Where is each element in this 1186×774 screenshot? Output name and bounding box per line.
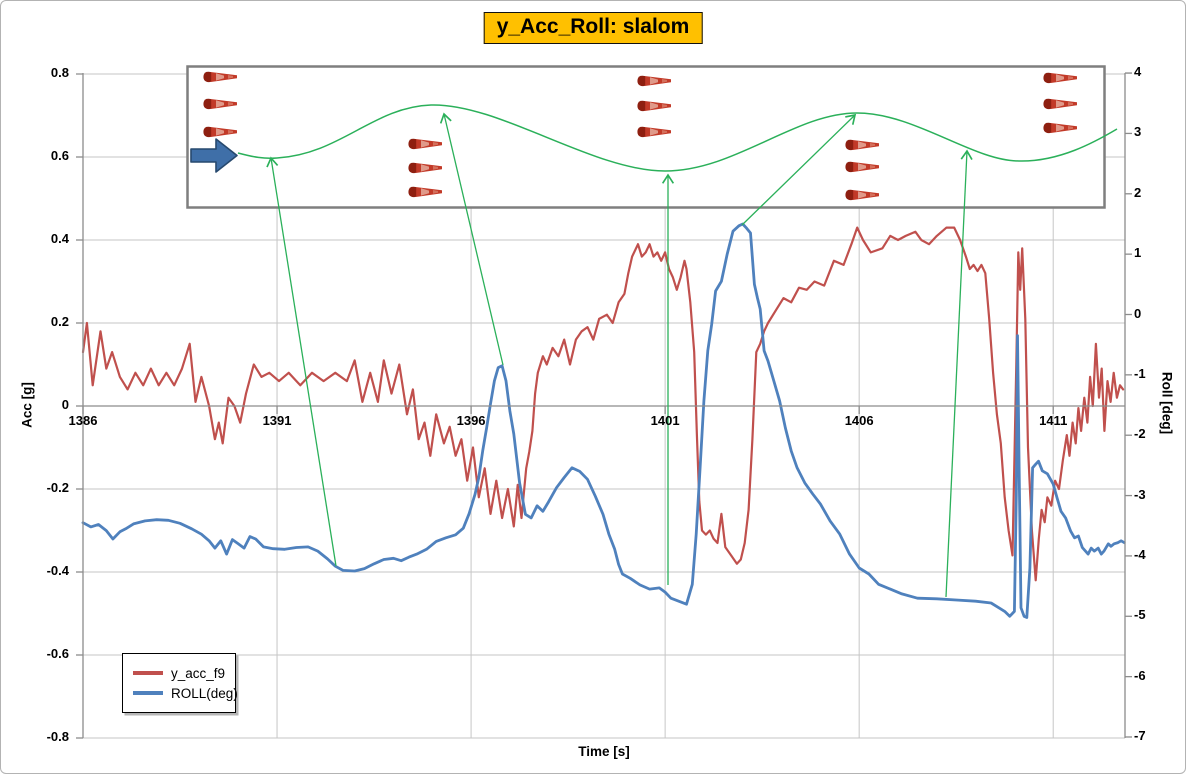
legend-label: ROLL(deg): [171, 685, 238, 701]
series-line-ROLL(deg): [81, 222, 1126, 619]
traffic-cone-icon: [637, 75, 671, 87]
traffic-cone-icon: [637, 100, 671, 112]
traffic-cone-icon: [203, 98, 237, 110]
traffic-cone-icon: [845, 189, 879, 201]
left-axis-tick-label: 0.6: [50, 148, 69, 163]
right-axis-tick-label: -7: [1134, 727, 1146, 743]
traffic-cone-icon: [637, 126, 671, 138]
traffic-cone-icon: [203, 126, 237, 138]
annotation-arrow: [945, 149, 973, 598]
traffic-cone-icon: [845, 161, 879, 173]
annotation-arrow: [439, 112, 504, 366]
data-series: [81, 222, 1126, 619]
left-axis-tick-label: -0.4: [46, 563, 69, 578]
right-axis-tick-label: -2: [1134, 426, 1146, 442]
x-axis-tick-label: 1386: [68, 413, 98, 428]
right-axis-tick-label: 4: [1134, 64, 1142, 80]
series-line-y_acc_f9: [81, 226, 1125, 582]
x-axis-tick-label: 1396: [456, 413, 486, 428]
traffic-cone-icon: [1043, 72, 1077, 84]
annotation-arrow: [266, 156, 337, 567]
slalom-inset-diagram: [186, 65, 1118, 598]
left-axis-tick-label: 0: [61, 397, 69, 412]
right-axis-tick-label: -3: [1134, 486, 1146, 502]
legend-swatch-blue-line: [133, 691, 163, 695]
inset-box: [186, 65, 1106, 209]
left-axis-tick-label: 0.8: [50, 65, 69, 80]
car-direction-arrow-icon: [190, 138, 238, 173]
right-axis-tick-label: -4: [1134, 546, 1146, 562]
right-axis-tick-label: 0: [1134, 305, 1142, 321]
legend-item-roll: ROLL(deg): [133, 683, 238, 703]
x-axis-tick-label: 1406: [844, 413, 874, 428]
x-axis-tick-label: 1391: [262, 413, 292, 428]
legend-label: y_acc_f9: [171, 665, 226, 681]
left-axis-tick-label: -0.8: [46, 729, 69, 744]
right-axis-tick-label: 2: [1134, 184, 1142, 200]
left-axis-tick-label: -0.6: [46, 646, 69, 661]
axis-lines: [76, 72, 1132, 739]
traffic-cone-icon: [845, 139, 879, 151]
left-axis-tick-label: 0.2: [50, 314, 69, 329]
traffic-cone-icon: [1043, 122, 1077, 134]
legend-item-y-acc: y_acc_f9: [133, 663, 225, 683]
right-axis-title: Roll [deg]: [1159, 371, 1175, 435]
traffic-cone-icon: [1043, 98, 1077, 110]
x-axis-tick-label: 1401: [650, 413, 680, 428]
traffic-cone-icon: [203, 71, 237, 83]
chart-title: y_Acc_Roll: slalom: [483, 12, 703, 44]
annotation-arrow: [741, 113, 857, 226]
right-axis-tick-label: -1: [1134, 365, 1146, 381]
traffic-cone-icon: [408, 138, 442, 150]
traffic-cone-icon: [408, 186, 442, 198]
left-axis-tick-label: -0.2: [46, 480, 69, 495]
right-axis-tick-label: 3: [1134, 124, 1142, 140]
slalom-driving-line: [237, 104, 1118, 172]
x-axis-title: Time [s]: [578, 744, 630, 759]
left-axis-tick-label: 0.4: [50, 231, 69, 246]
right-axis-tick-label: 1: [1134, 245, 1142, 261]
legend: y_acc_f9 ROLL(deg): [122, 653, 238, 713]
legend-swatch-red-line: [133, 671, 163, 675]
x-axis-tick-label: 1411: [1039, 413, 1068, 428]
left-axis-title: Acc [g]: [19, 382, 35, 428]
right-axis-tick-label: -6: [1134, 667, 1146, 683]
traffic-cone-icon: [408, 162, 442, 174]
right-axis-tick-label: -5: [1134, 607, 1146, 623]
